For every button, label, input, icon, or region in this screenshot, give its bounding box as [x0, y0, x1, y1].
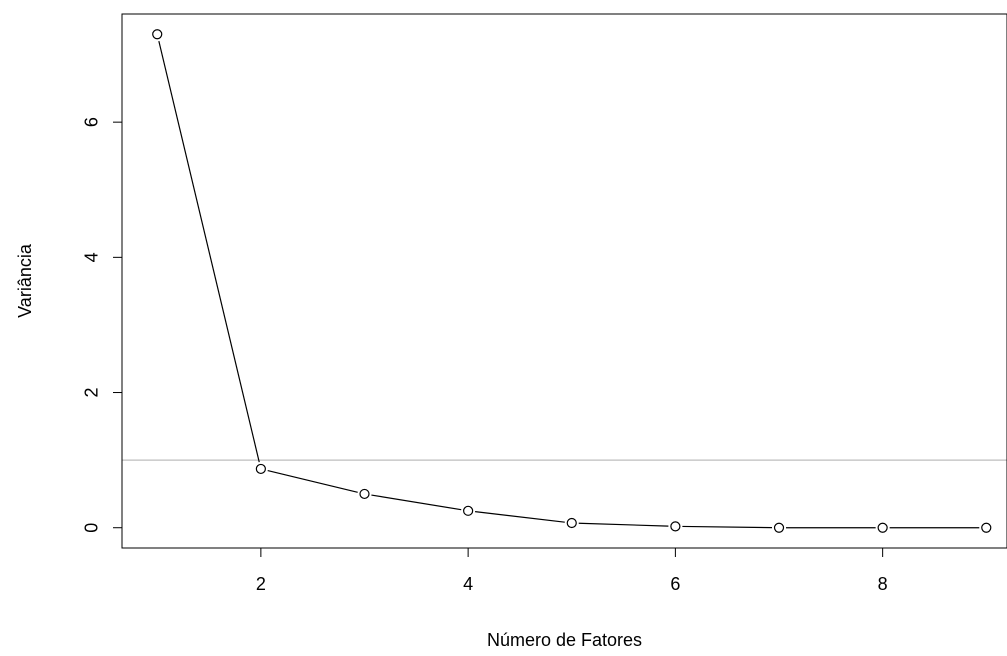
- x-tick-label: 6: [670, 574, 680, 594]
- y-axis: 0 2 4 6: [82, 117, 123, 533]
- x-tick-label: 8: [878, 574, 888, 594]
- series-segment: [158, 40, 260, 463]
- x-tick-label: 2: [256, 574, 266, 594]
- y-tick-label: 2: [82, 388, 102, 398]
- series-line-layer: [158, 40, 980, 529]
- data-point: [152, 29, 163, 40]
- series-segment: [475, 511, 565, 523]
- data-point: [255, 463, 266, 475]
- data-point: [670, 521, 681, 532]
- series-segment: [578, 522, 669, 527]
- data-point: [359, 488, 370, 500]
- series-points-layer: [152, 29, 992, 533]
- x-axis: 2 4 6 8: [256, 547, 888, 594]
- y-tick-label: 6: [82, 117, 102, 127]
- data-point: [877, 522, 888, 533]
- series-segment: [371, 494, 462, 511]
- series-segment: [682, 525, 773, 529]
- x-axis-title: Número de Fatores: [487, 630, 642, 650]
- y-tick-label: 4: [82, 252, 102, 262]
- data-point: [463, 505, 474, 516]
- data-point: [773, 522, 785, 533]
- x-tick-label: 4: [463, 574, 473, 594]
- y-tick-label: 0: [82, 523, 102, 533]
- data-point: [566, 517, 577, 529]
- data-point: [981, 522, 992, 533]
- series-segment: [267, 469, 358, 493]
- plot-frame: [121, 13, 1007, 549]
- y-axis-title: Variância: [15, 243, 35, 318]
